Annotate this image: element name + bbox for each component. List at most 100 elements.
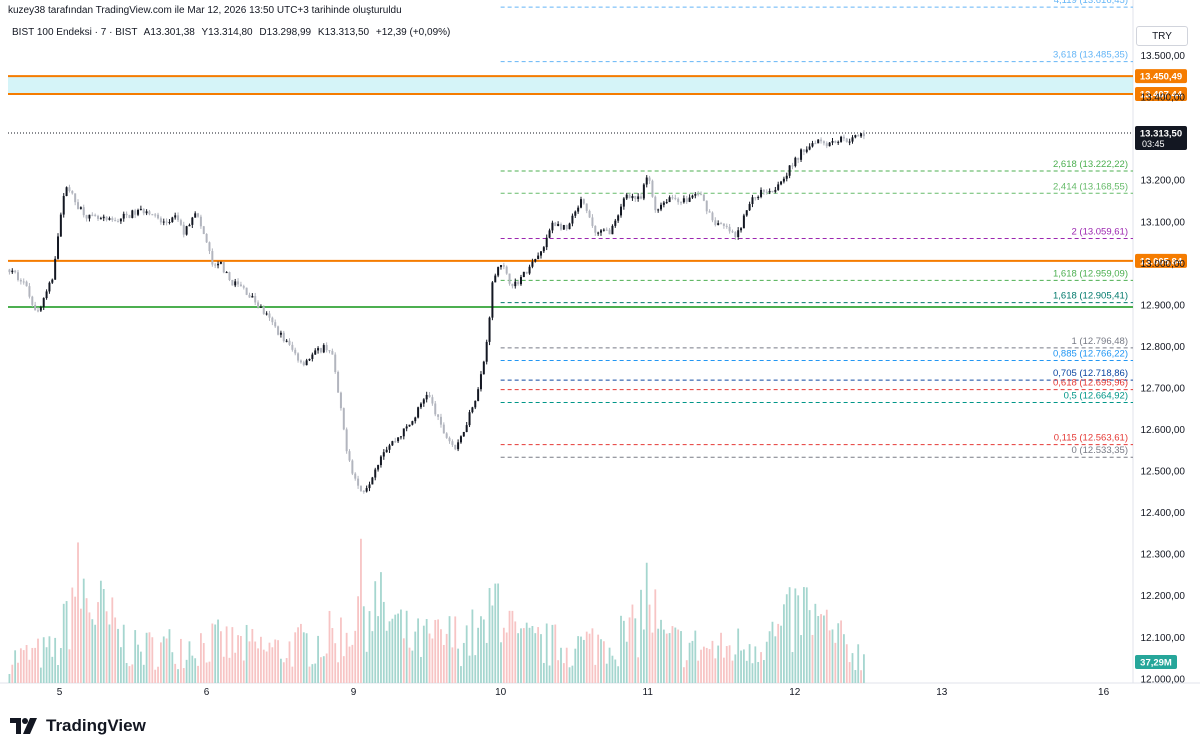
candle-body [771,190,774,192]
volume-bar [777,623,780,683]
candle-body [682,198,685,203]
candle-body [722,223,725,226]
candle-body [265,313,268,315]
candle-body [734,232,737,237]
fib-level-label: 3,618 (13.485,35) [1053,50,1128,61]
candle-body [111,218,114,221]
candle-body [268,313,271,318]
candle-body [468,412,471,426]
candle-body [117,221,120,223]
candle-body [545,237,548,248]
volume-bar [702,646,705,683]
candle-body [808,146,811,150]
candle-body [417,407,420,418]
candle-body [662,202,665,205]
volume-bar [651,632,654,683]
candle-body [519,277,522,285]
volume-bar [351,644,354,683]
volume-bar [377,616,379,683]
candle-body [525,271,528,274]
candle-body [368,484,371,489]
candle-body [242,286,245,288]
volume-bar [474,655,477,683]
volume-bar [657,628,660,683]
tradingview-logo[interactable]: TradingView [10,716,146,736]
volume-bar [580,636,582,683]
currency-selector[interactable]: TRY [1136,26,1188,46]
volume-bar [445,633,448,683]
candle-body [579,199,582,208]
symbol-name[interactable]: BIST 100 Endeksi · 7 · BIST [12,27,138,38]
candle-body [205,233,208,243]
volume-bar [57,665,59,683]
volume-bar [268,642,271,683]
candle-body [788,165,791,176]
volume-bar [102,589,105,683]
volume-bar [45,647,48,683]
volume-bar [122,624,125,683]
volume-bar [517,633,520,683]
volume-bar [791,652,794,683]
candle-body [742,215,745,229]
candle-body [122,213,125,219]
volume-bar [134,630,137,683]
candle-body [702,194,705,201]
volume-bar [480,616,482,683]
candle-body [517,281,520,285]
candle-body [77,202,80,209]
candle-body [585,203,588,211]
candle-body [371,477,374,485]
candle-body [514,281,517,287]
volume-bar [808,610,811,683]
price-tag-box [1135,69,1187,84]
volume-bar [457,648,460,683]
volume-bar [400,609,402,683]
candle-body [148,211,151,215]
volume-bar [240,635,242,683]
volume-bar [594,664,597,683]
candle-body [225,272,228,274]
candle-body [182,224,185,235]
volume-bar [794,588,797,683]
candle-body [157,214,160,219]
price-axis-tick: 13.000,00 [1141,259,1186,270]
candle-body [711,212,714,221]
volume-value-label: 37,29M [1140,658,1172,669]
candle-body [657,209,660,211]
price-axis-tick: 12.600,00 [1141,425,1186,436]
volume-bar [765,641,768,683]
volume-bar [597,634,600,683]
volume-bar [725,646,728,683]
candle-body [99,218,102,220]
volume-bar [94,624,97,683]
volume-bar [754,646,757,683]
volume-bar [185,659,188,683]
candle-body [374,469,377,478]
candle-body [708,211,711,213]
candle-body [502,265,505,267]
candle-body [674,197,677,199]
candle-body [600,230,603,233]
volume-bar [262,649,265,683]
volume-bar [568,667,571,683]
candle-body [414,417,417,422]
price-axis-tick: 12.000,00 [1141,674,1186,685]
candle-body [88,214,91,219]
candle-body [231,279,234,286]
volume-bar [165,638,168,683]
volume-bar [62,603,65,683]
candle-body [637,196,640,199]
price-tag-label: 13.407,44 [1140,90,1183,101]
volume-bar [860,670,862,683]
volume-bar [380,572,382,683]
volume-bar [477,627,480,683]
candle-body [165,221,168,223]
volume-bar [522,628,525,683]
symbol-legend[interactable]: BIST 100 Endeksi · 7 · BIST A13.301,38 Y… [12,27,454,38]
candle-body [48,282,51,292]
volume-bar [560,647,562,683]
volume-bar [139,651,142,683]
candle-body [311,354,314,359]
volume-bar [548,665,551,683]
